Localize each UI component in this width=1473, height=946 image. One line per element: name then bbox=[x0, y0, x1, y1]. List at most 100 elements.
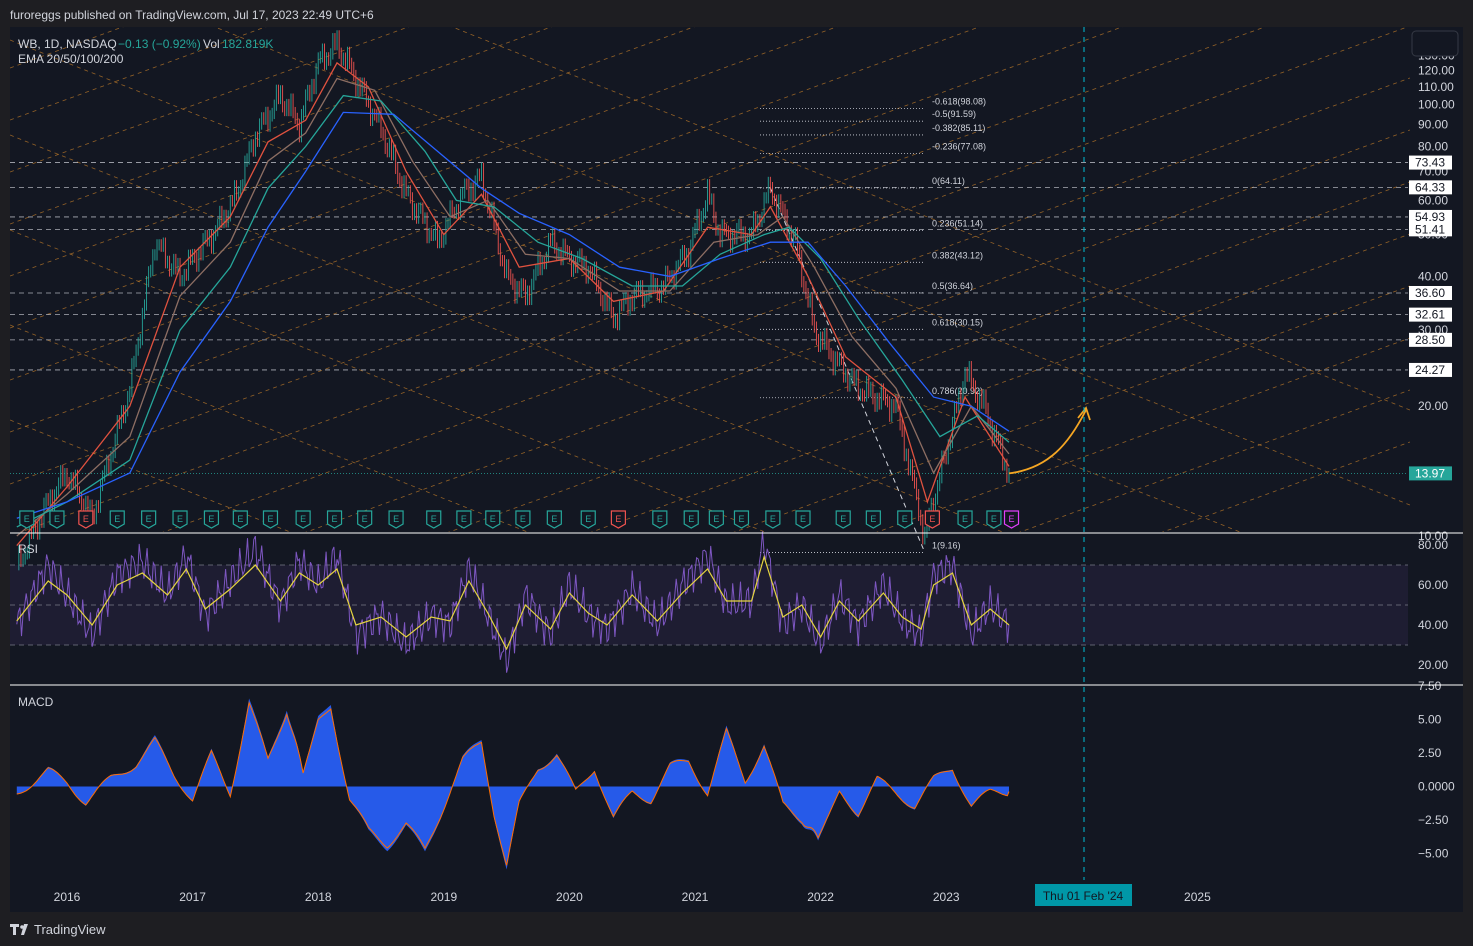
earnings-badge bbox=[580, 510, 596, 529]
price-level-label: 32.61 bbox=[1415, 308, 1445, 322]
earnings-letter: E bbox=[393, 514, 399, 524]
rsi-axis-tick: 80.00 bbox=[1418, 538, 1448, 552]
pitchfork-up-line bbox=[162, 77, 1410, 532]
pitchfork-up-line bbox=[590, 233, 1410, 532]
price-level-badge bbox=[1409, 332, 1452, 347]
footer-brand: TradingView bbox=[34, 922, 106, 937]
earnings-badge bbox=[19, 510, 35, 529]
symbol-title[interactable]: WB, 1D, NASDAQ bbox=[18, 37, 117, 51]
earnings-marker: E bbox=[795, 510, 811, 529]
earnings-marker: E bbox=[262, 510, 279, 529]
x-axis-tick: 2017 bbox=[179, 890, 206, 904]
earnings-badge bbox=[733, 510, 750, 529]
price-pane: -0.618(98.08) -0.5(91.59) -0.382(85.11) -0.… bbox=[10, 30, 1408, 571]
macd-axis-tick: −5.00 bbox=[1418, 847, 1449, 861]
earnings-letter: E bbox=[332, 514, 338, 524]
earnings-badge bbox=[426, 510, 442, 529]
earnings-letter: E bbox=[800, 514, 806, 524]
earnings-marker: E bbox=[388, 510, 404, 529]
rsi-pane: 80.00 60.00 40.00 20.00 bbox=[10, 531, 1448, 673]
pitchfork-group bbox=[10, 27, 1410, 532]
pitchfork-up-line bbox=[876, 337, 1410, 532]
earnings-marker: E bbox=[1003, 510, 1020, 529]
earnings-badge bbox=[141, 510, 157, 529]
earnings-letter: E bbox=[902, 514, 908, 524]
fib-level-label: 0.786(20.92) bbox=[932, 386, 983, 396]
earnings-letter: E bbox=[267, 514, 273, 524]
earnings-marker: E bbox=[515, 510, 531, 529]
pitchfork-down-line bbox=[10, 324, 529, 532]
rsi-label[interactable]: RSI bbox=[18, 542, 38, 556]
earnings-marker: E bbox=[897, 510, 913, 529]
macd-axis-tick: 7.50 bbox=[1418, 679, 1442, 693]
fib-level-label: 1(9.16) bbox=[932, 540, 961, 550]
earnings-badge bbox=[835, 510, 851, 529]
published-note: furoreggs published on TradingView.com, … bbox=[10, 8, 374, 22]
pitchfork-up-line bbox=[10, 27, 1266, 485]
earnings-badge bbox=[49, 510, 65, 529]
ema-indicator-label[interactable]: EMA 20/50/100/200 bbox=[18, 52, 124, 66]
earnings-badge bbox=[957, 510, 973, 529]
price-axis-tick: 60.00 bbox=[1418, 193, 1448, 207]
pitchfork-up-line bbox=[19, 27, 1409, 532]
price-level-badge bbox=[1409, 209, 1452, 224]
earnings-marker: E bbox=[924, 510, 940, 529]
earnings-letter: E bbox=[688, 514, 694, 524]
earnings-badge bbox=[78, 510, 94, 529]
x-axis-tick: 2022 bbox=[807, 890, 834, 904]
macd-signal-line bbox=[16, 701, 1010, 866]
price-axis-tick: 110.00 bbox=[1418, 80, 1454, 94]
earnings-marker: E bbox=[485, 510, 501, 529]
fib-level-label: -0.5(91.59) bbox=[932, 109, 976, 119]
earnings-letter: E bbox=[300, 514, 306, 524]
fib-level-label: 0.618(30.15) bbox=[932, 317, 983, 327]
earnings-marker: E bbox=[232, 510, 248, 529]
macd-axis-tick: 5.00 bbox=[1418, 713, 1442, 727]
earnings-letter: E bbox=[114, 514, 120, 524]
earnings-badge bbox=[986, 510, 1002, 529]
earnings-marker: E bbox=[141, 510, 157, 529]
earnings-marker: E bbox=[172, 510, 188, 529]
price-level-badge bbox=[1409, 466, 1452, 481]
earnings-badge bbox=[456, 510, 472, 529]
price-level-label: 51.41 bbox=[1415, 222, 1445, 236]
earnings-badge bbox=[388, 510, 404, 529]
pitchfork-up-line bbox=[10, 27, 838, 329]
pitchfork-down-line bbox=[10, 134, 1004, 532]
earnings-marker: E bbox=[203, 510, 220, 529]
earnings-badge bbox=[485, 510, 501, 529]
fib-level-label: -0.382(85.11) bbox=[932, 123, 985, 133]
x-axis-tick: 2019 bbox=[430, 890, 457, 904]
earnings-letter: E bbox=[929, 514, 935, 524]
earnings-letter: E bbox=[24, 514, 30, 524]
fib-level-label: 0.5(36.64) bbox=[932, 281, 973, 291]
ema-line bbox=[16, 77, 1010, 537]
fib-level-label: 0.236(51.14) bbox=[932, 218, 983, 228]
earnings-badge bbox=[172, 510, 188, 529]
earnings-letter: E bbox=[585, 514, 591, 524]
macd-pane: 7.50 5.00 2.50 0.0000 −2.50 −5.00 bbox=[16, 679, 1455, 870]
earnings-marker: E bbox=[326, 510, 343, 529]
axes: 140.00130.00120.00110.00100.0090.0080.00… bbox=[54, 27, 1455, 906]
ema-line bbox=[16, 94, 1010, 528]
fib-level-label: 0.382(43.12) bbox=[932, 250, 983, 260]
earnings-marker: E bbox=[733, 510, 750, 529]
macd-label[interactable]: MACD bbox=[18, 695, 54, 709]
earnings-badge bbox=[1003, 510, 1020, 529]
pitchfork-up-line bbox=[10, 27, 267, 121]
earnings-marker: E bbox=[580, 510, 596, 529]
volume-value: 182.819K bbox=[222, 37, 273, 51]
earnings-badge bbox=[897, 510, 913, 529]
price-change: −0.13 (−0.92%) bbox=[118, 37, 201, 51]
toolbar-button[interactable] bbox=[1411, 30, 1459, 57]
earnings-marker: E bbox=[19, 510, 35, 529]
fib-level-label: 0(64.11) bbox=[932, 176, 965, 186]
price-level-label: 54.93 bbox=[1415, 210, 1445, 224]
rsi-axis-tick: 20.00 bbox=[1418, 658, 1448, 672]
price-axis-tick: 90.00 bbox=[1418, 117, 1448, 131]
earnings-letter: E bbox=[177, 514, 183, 524]
earnings-marker: E bbox=[652, 510, 668, 529]
x-axis-tick: 2018 bbox=[305, 890, 332, 904]
time-marker-badge bbox=[1035, 884, 1132, 906]
